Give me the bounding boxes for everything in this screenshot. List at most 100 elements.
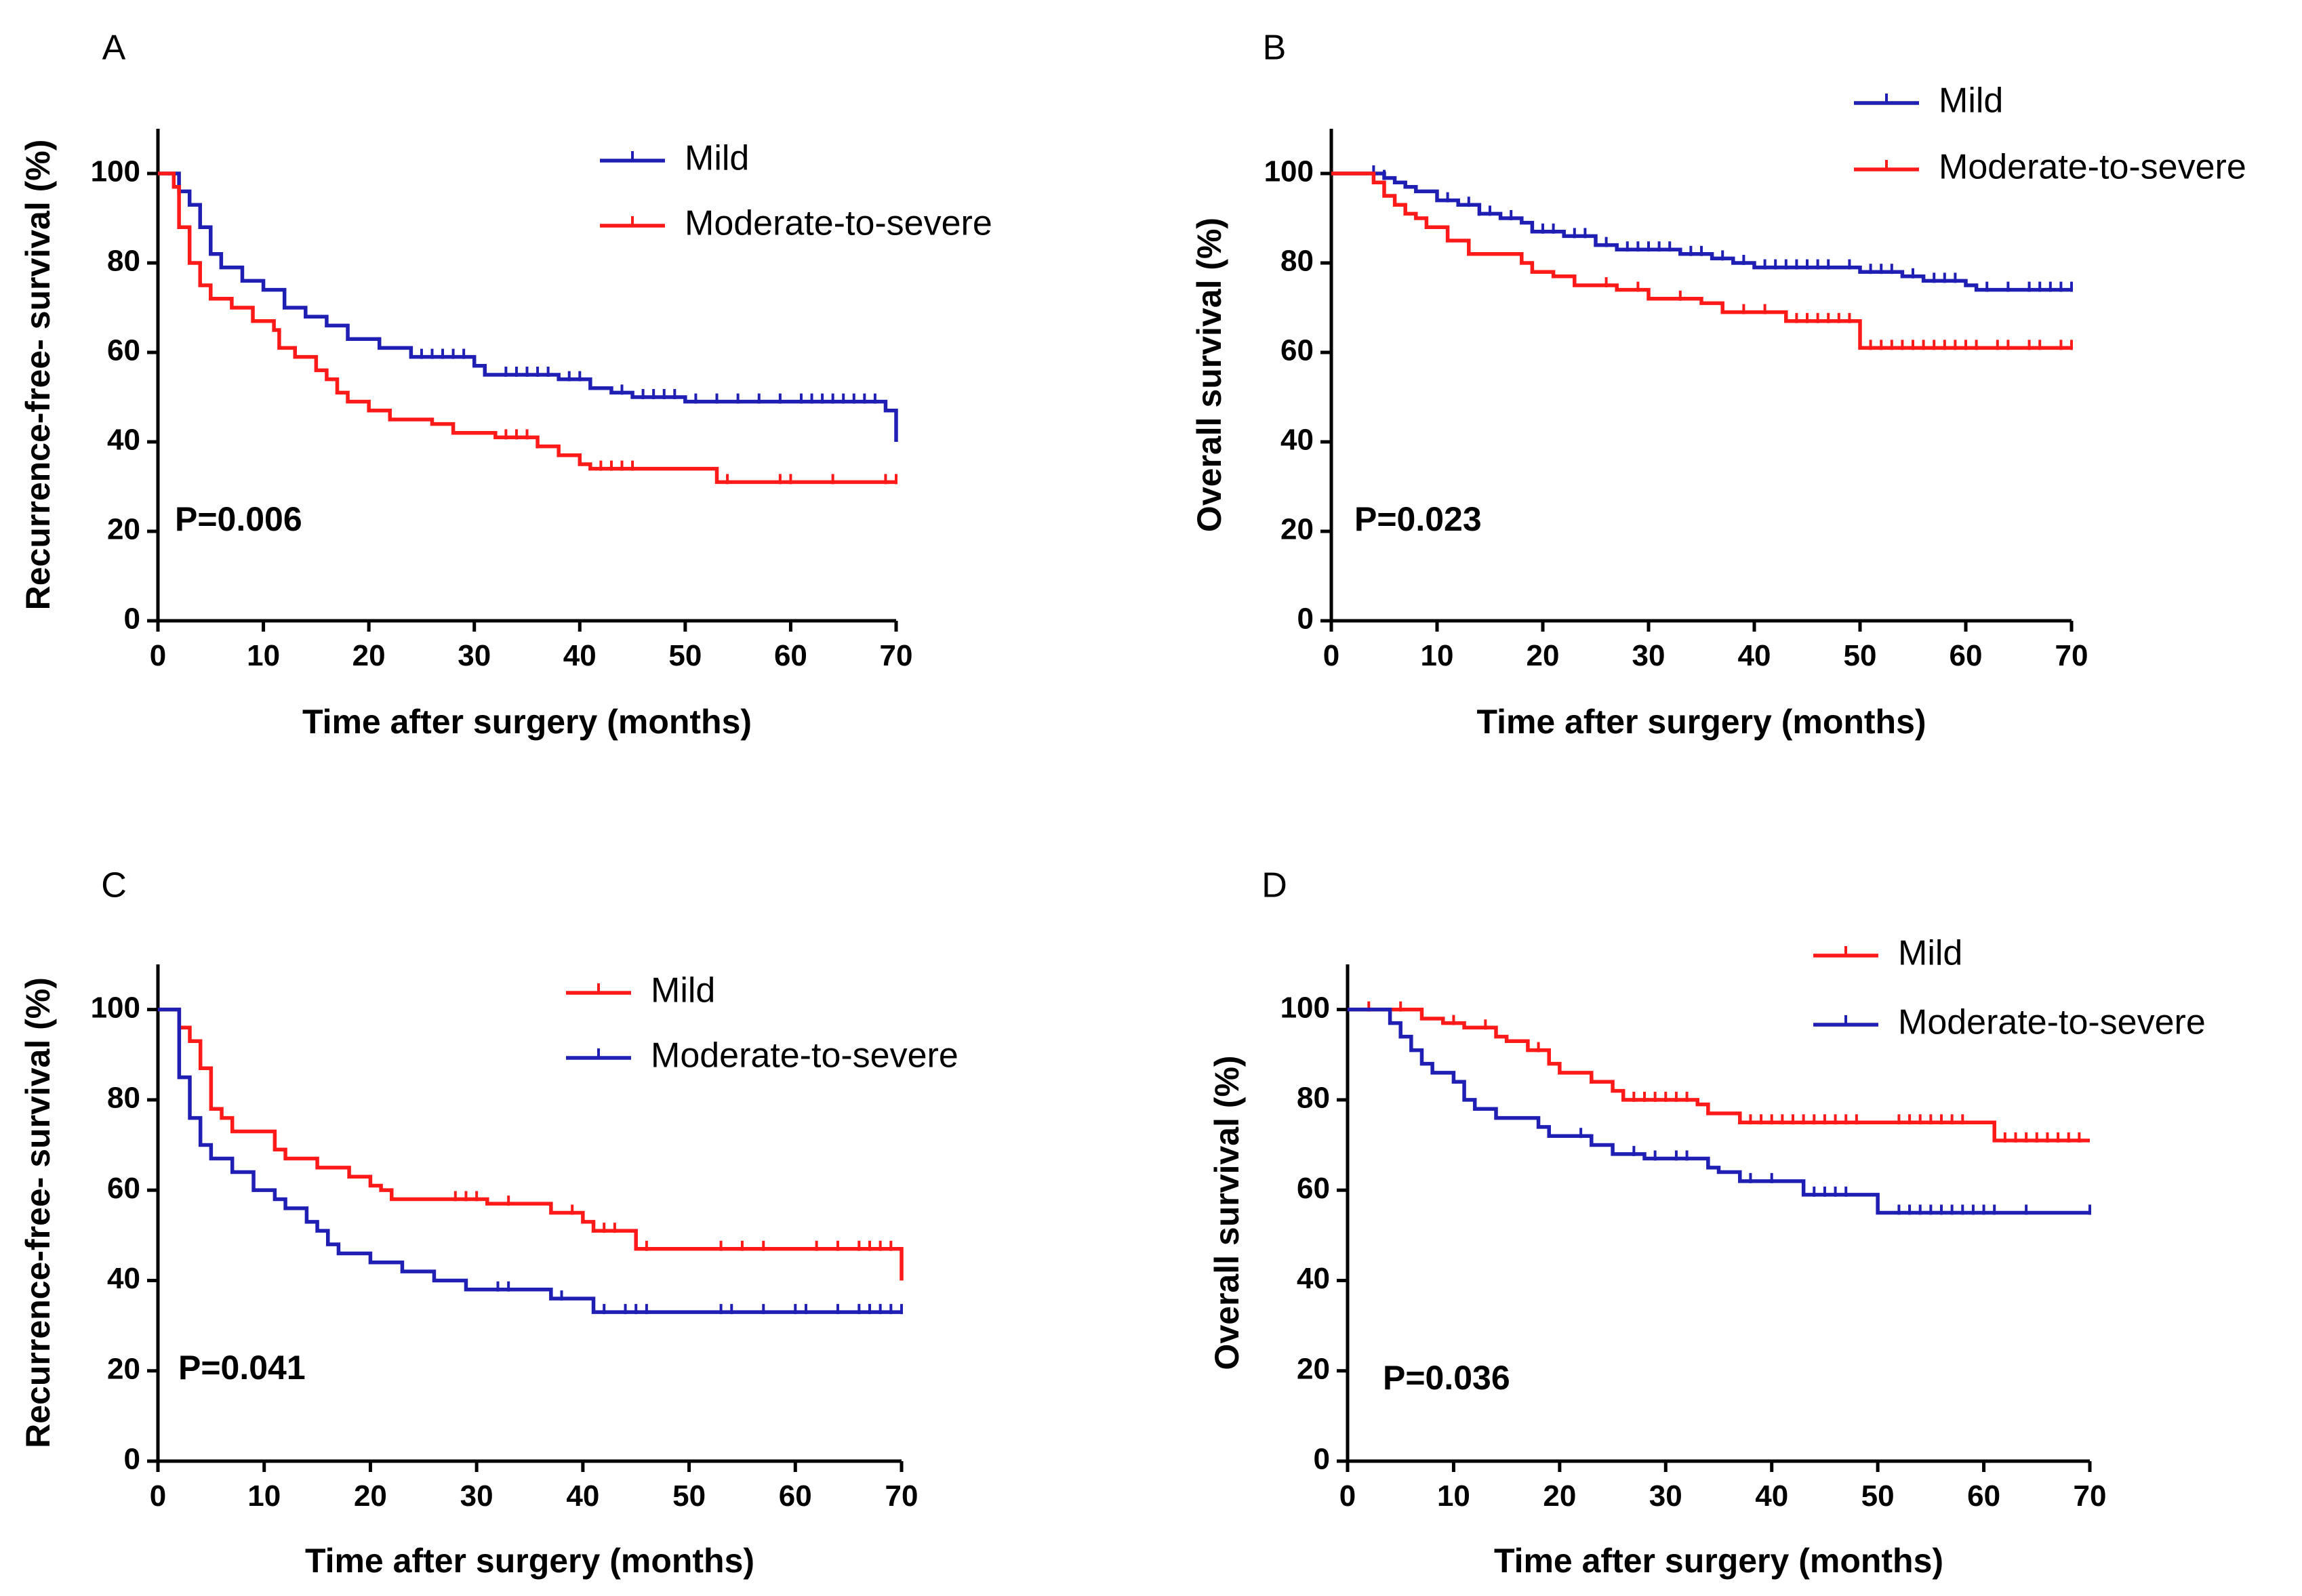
y-axis-title: Recurrence-free- survival (%) xyxy=(19,140,57,611)
x-tick-label: 0 xyxy=(1323,639,1339,672)
y-tick-label: 80 xyxy=(107,245,140,278)
legend-entry-mild: Mild xyxy=(1813,934,1962,973)
y-tick-label: 40 xyxy=(107,424,140,457)
x-tick-label: 60 xyxy=(1950,639,1983,672)
survival-curve-moderate-to-severe xyxy=(158,171,896,485)
x-tick-label: 40 xyxy=(1755,1479,1788,1513)
x-tick-label: 40 xyxy=(1738,639,1771,672)
panel-letter: C xyxy=(101,866,127,905)
x-tick-label: 10 xyxy=(1421,639,1454,672)
p-value-annotation: P=0.041 xyxy=(178,1349,306,1387)
x-tick-label: 50 xyxy=(668,639,702,672)
y-tick-label: 80 xyxy=(1280,245,1314,278)
y-tick-label: 20 xyxy=(107,513,140,546)
x-tick-label: 0 xyxy=(1339,1479,1356,1513)
legend-entry-mild: Mild xyxy=(566,971,715,1010)
y-axis-title: Overall survival (%) xyxy=(1190,218,1228,532)
series-mild xyxy=(1331,165,2073,292)
y-tick-label: 20 xyxy=(1297,1352,1330,1385)
survival-curve-mild xyxy=(158,171,898,442)
legend-entry-mild: Mild xyxy=(600,139,749,178)
y-axis-title: Overall survival (%) xyxy=(1208,1055,1246,1370)
x-tick-label: 70 xyxy=(885,1479,918,1513)
series-moderate-to-severe xyxy=(158,171,897,485)
y-tick-label: 80 xyxy=(107,1082,140,1115)
x-tick-label: 70 xyxy=(880,639,913,672)
panel-letter: A xyxy=(102,28,126,68)
x-axis-title: Time after surgery (months) xyxy=(305,1542,754,1580)
legend-label: Moderate-to-severe xyxy=(651,1036,958,1076)
y-tick-label: 100 xyxy=(91,155,140,188)
y-tick-label: 0 xyxy=(124,1443,140,1476)
survival-curve-moderate-to-severe xyxy=(158,1007,902,1314)
x-tick-label: 10 xyxy=(1437,1479,1470,1513)
x-tick-label: 20 xyxy=(352,639,386,672)
x-axis-title: Time after surgery (months) xyxy=(302,703,752,741)
survival-curve-mild xyxy=(1348,1007,2090,1143)
panel-a: A 0 20 40 60 80 100 0 10 20 30 40 50 60 70 Recurrence-f… xyxy=(19,28,992,741)
y-tick-label: 80 xyxy=(1297,1082,1330,1115)
y-tick-label: 0 xyxy=(1314,1443,1330,1476)
series-moderate-to-severe xyxy=(158,1007,903,1315)
legend-label: Mild xyxy=(1939,81,2003,121)
series-moderate-to-severe xyxy=(1331,171,2073,350)
y-tick-label: 20 xyxy=(1280,513,1314,546)
x-tick-label: 40 xyxy=(566,1479,599,1513)
x-tick-label: 20 xyxy=(1527,639,1560,672)
legend-label: Mild xyxy=(1898,934,1962,973)
y-tick-label: 40 xyxy=(1297,1262,1330,1295)
y-tick-label: 40 xyxy=(107,1262,140,1295)
panel-d: D 0 20 40 60 80 100 0 10 20 30 40 50 60 70 Overall surv… xyxy=(1208,866,2206,1580)
legend-label: Mild xyxy=(685,139,749,178)
x-tick-label: 30 xyxy=(1632,639,1665,672)
y-tick-label: 60 xyxy=(1280,334,1314,367)
p-value-annotation: P=0.023 xyxy=(1354,500,1482,538)
x-tick-label: 50 xyxy=(1861,1479,1895,1513)
legend-entry-mild: Mild xyxy=(1854,81,2003,121)
y-tick-label: 20 xyxy=(107,1352,140,1385)
panel-b: B 0 20 40 60 80 100 0 10 20 30 40 50 60 70 Overall surv… xyxy=(1190,28,2246,741)
x-tick-label: 40 xyxy=(563,639,597,672)
x-tick-label: 20 xyxy=(1543,1479,1576,1513)
survival-curve-mild xyxy=(1331,171,2072,292)
y-tick-label: 60 xyxy=(107,334,140,367)
legend-entry-moderate-to-severe: Moderate-to-severe xyxy=(1813,1003,2206,1042)
p-value-annotation: P=0.036 xyxy=(1383,1359,1510,1397)
y-tick-label: 100 xyxy=(1264,155,1314,188)
y-tick-label: 0 xyxy=(1297,602,1314,636)
x-tick-label: 0 xyxy=(150,1479,166,1513)
x-tick-label: 10 xyxy=(247,639,280,672)
x-tick-label: 30 xyxy=(1649,1479,1682,1513)
legend-entry-moderate-to-severe: Moderate-to-severe xyxy=(1854,148,2246,187)
y-tick-label: 100 xyxy=(91,991,140,1024)
y-tick-label: 40 xyxy=(1280,424,1314,457)
y-tick-label: 60 xyxy=(1297,1172,1330,1205)
series-mild xyxy=(1348,1001,2090,1143)
x-tick-label: 10 xyxy=(247,1479,281,1513)
x-tick-label: 20 xyxy=(354,1479,387,1513)
x-tick-label: 70 xyxy=(2055,639,2088,672)
x-axis-title: Time after surgery (months) xyxy=(1476,703,1926,741)
legend-entry-moderate-to-severe: Moderate-to-severe xyxy=(600,204,992,243)
survival-curve-moderate-to-severe xyxy=(1348,1007,2090,1215)
x-tick-label: 30 xyxy=(460,1479,493,1513)
x-tick-label: 60 xyxy=(1967,1479,2000,1513)
survival-curve-moderate-to-severe xyxy=(1331,171,2072,350)
y-tick-label: 100 xyxy=(1280,991,1330,1024)
x-tick-label: 0 xyxy=(150,639,166,672)
p-value-annotation: P=0.006 xyxy=(175,500,302,538)
x-tick-label: 60 xyxy=(774,639,807,672)
y-axis-title: Recurrence-free- survival (%) xyxy=(19,977,57,1448)
x-axis-title: Time after surgery (months) xyxy=(1494,1542,1943,1580)
x-tick-label: 30 xyxy=(458,639,491,672)
x-tick-label: 60 xyxy=(779,1479,812,1513)
x-tick-label: 70 xyxy=(2074,1479,2107,1513)
panel-letter: B xyxy=(1263,28,1287,68)
series-moderate-to-severe xyxy=(1348,1007,2091,1215)
panel-c: C 0 20 40 60 80 100 0 10 20 30 40 50 60 70 Recurrence-f… xyxy=(19,866,958,1580)
x-tick-label: 50 xyxy=(1844,639,1877,672)
panel-letter: D xyxy=(1261,866,1287,905)
legend-label: Moderate-to-severe xyxy=(685,204,992,243)
legend-label: Moderate-to-severe xyxy=(1939,148,2246,187)
